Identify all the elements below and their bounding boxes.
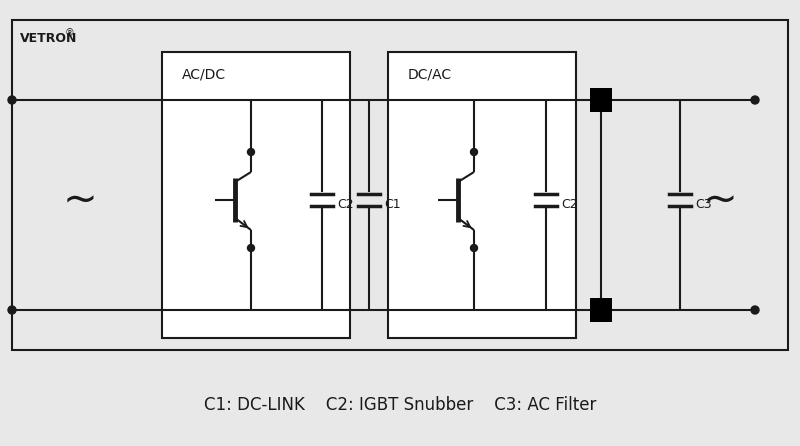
Circle shape <box>8 96 16 104</box>
Bar <box>590 298 612 322</box>
Bar <box>12 20 788 350</box>
Text: DC/AC: DC/AC <box>408 68 452 82</box>
Text: C1: DC-LINK    C2: IGBT Snubber    C3: AC Filter: C1: DC-LINK C2: IGBT Snubber C3: AC Filt… <box>204 396 596 414</box>
Text: C2: C2 <box>337 198 354 211</box>
Bar <box>590 88 612 112</box>
Circle shape <box>247 149 254 156</box>
Bar <box>388 52 576 338</box>
Circle shape <box>470 244 478 252</box>
Text: ®: ® <box>65 28 74 38</box>
Text: C3: C3 <box>695 198 712 211</box>
Circle shape <box>751 96 759 104</box>
Text: C2: C2 <box>561 198 578 211</box>
Circle shape <box>247 244 254 252</box>
Text: ~: ~ <box>702 179 738 221</box>
Text: VETRON: VETRON <box>20 32 78 45</box>
Text: ~: ~ <box>62 179 98 221</box>
Circle shape <box>8 306 16 314</box>
Circle shape <box>751 306 759 314</box>
Text: AC/DC: AC/DC <box>182 68 226 82</box>
Bar <box>162 52 350 338</box>
Text: C1: C1 <box>384 198 401 211</box>
Circle shape <box>470 149 478 156</box>
